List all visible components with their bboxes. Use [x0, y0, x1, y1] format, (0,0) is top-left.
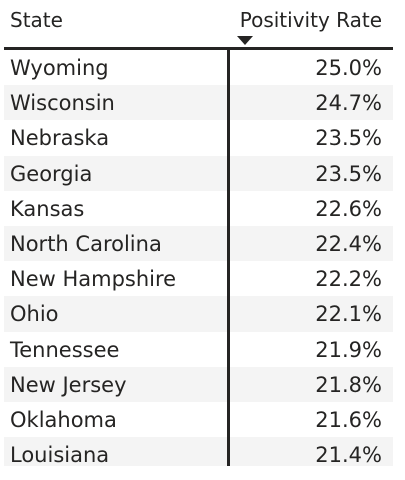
cell-positivity-rate: 21.9% [315, 337, 382, 362]
positivity-table: State Positivity Rate Wyoming 25.0% Wisc… [4, 0, 393, 466]
table-row[interactable]: Kansas 22.6% [4, 191, 393, 226]
cell-positivity-rate: 21.8% [315, 372, 382, 397]
cell-state: Georgia [10, 161, 93, 186]
table-row[interactable]: Ohio 22.1% [4, 296, 393, 332]
cell-positivity-rate: 22.2% [315, 267, 382, 292]
cell-state: New Hampshire [10, 267, 177, 292]
table-row[interactable]: New Hampshire 22.2% [4, 261, 393, 296]
table-row[interactable]: Nebraska 23.5% [4, 120, 393, 155]
cell-state: Oklahoma [10, 407, 117, 432]
cell-positivity-rate: 23.5% [315, 161, 382, 186]
cell-positivity-rate: 24.7% [315, 91, 382, 116]
cell-positivity-rate: 22.4% [315, 231, 382, 256]
table-body: Wyoming 25.0% Wisconsin 24.7% Nebraska 2… [4, 50, 393, 466]
sort-descending-icon[interactable] [237, 36, 253, 45]
cell-state: Ohio [10, 302, 59, 327]
cell-positivity-rate: 22.1% [315, 302, 382, 327]
cell-positivity-rate: 21.6% [315, 407, 382, 432]
cell-positivity-rate: 21.4% [315, 443, 382, 466]
column-header-positivity-rate[interactable]: Positivity Rate [239, 8, 382, 32]
column-header-state[interactable]: State [10, 8, 63, 32]
table-row[interactable]: New Jersey 21.8% [4, 366, 393, 402]
cell-positivity-rate: 22.6% [315, 196, 382, 221]
cell-state: Tennessee [10, 337, 120, 362]
cell-positivity-rate: 25.0% [315, 56, 382, 80]
table-row[interactable]: Tennessee 21.9% [4, 332, 393, 367]
table-row[interactable]: Louisiana 21.4% [4, 437, 393, 466]
cell-state: New Jersey [10, 372, 127, 397]
table-row[interactable]: Wyoming 25.0% [4, 50, 393, 85]
cell-state: Kansas [10, 196, 85, 221]
cell-positivity-rate: 23.5% [315, 126, 382, 151]
cell-state: Wisconsin [10, 91, 115, 116]
table-row[interactable]: Georgia 23.5% [4, 155, 393, 191]
cell-state: Wyoming [10, 56, 109, 80]
table-row[interactable]: Wisconsin 24.7% [4, 85, 393, 121]
table-row[interactable]: Oklahoma 21.6% [4, 402, 393, 437]
cell-state: Louisiana [10, 443, 110, 466]
cell-state: North Carolina [10, 231, 162, 256]
column-divider [227, 50, 230, 466]
cell-state: Nebraska [10, 126, 110, 151]
table-row[interactable]: North Carolina 22.4% [4, 225, 393, 262]
table-header: State Positivity Rate [4, 0, 393, 50]
